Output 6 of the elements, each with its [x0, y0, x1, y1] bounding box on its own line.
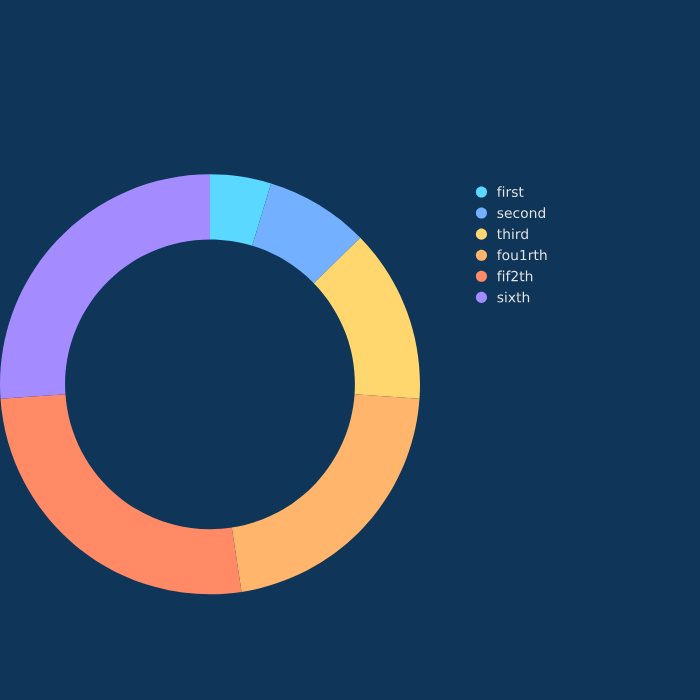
donut-slice	[210, 174, 272, 246]
donut-slice	[313, 237, 420, 399]
donut-slice	[0, 174, 210, 399]
donut-slice	[0, 394, 242, 595]
donut-slice	[252, 183, 361, 284]
donut-slice	[231, 394, 420, 592]
